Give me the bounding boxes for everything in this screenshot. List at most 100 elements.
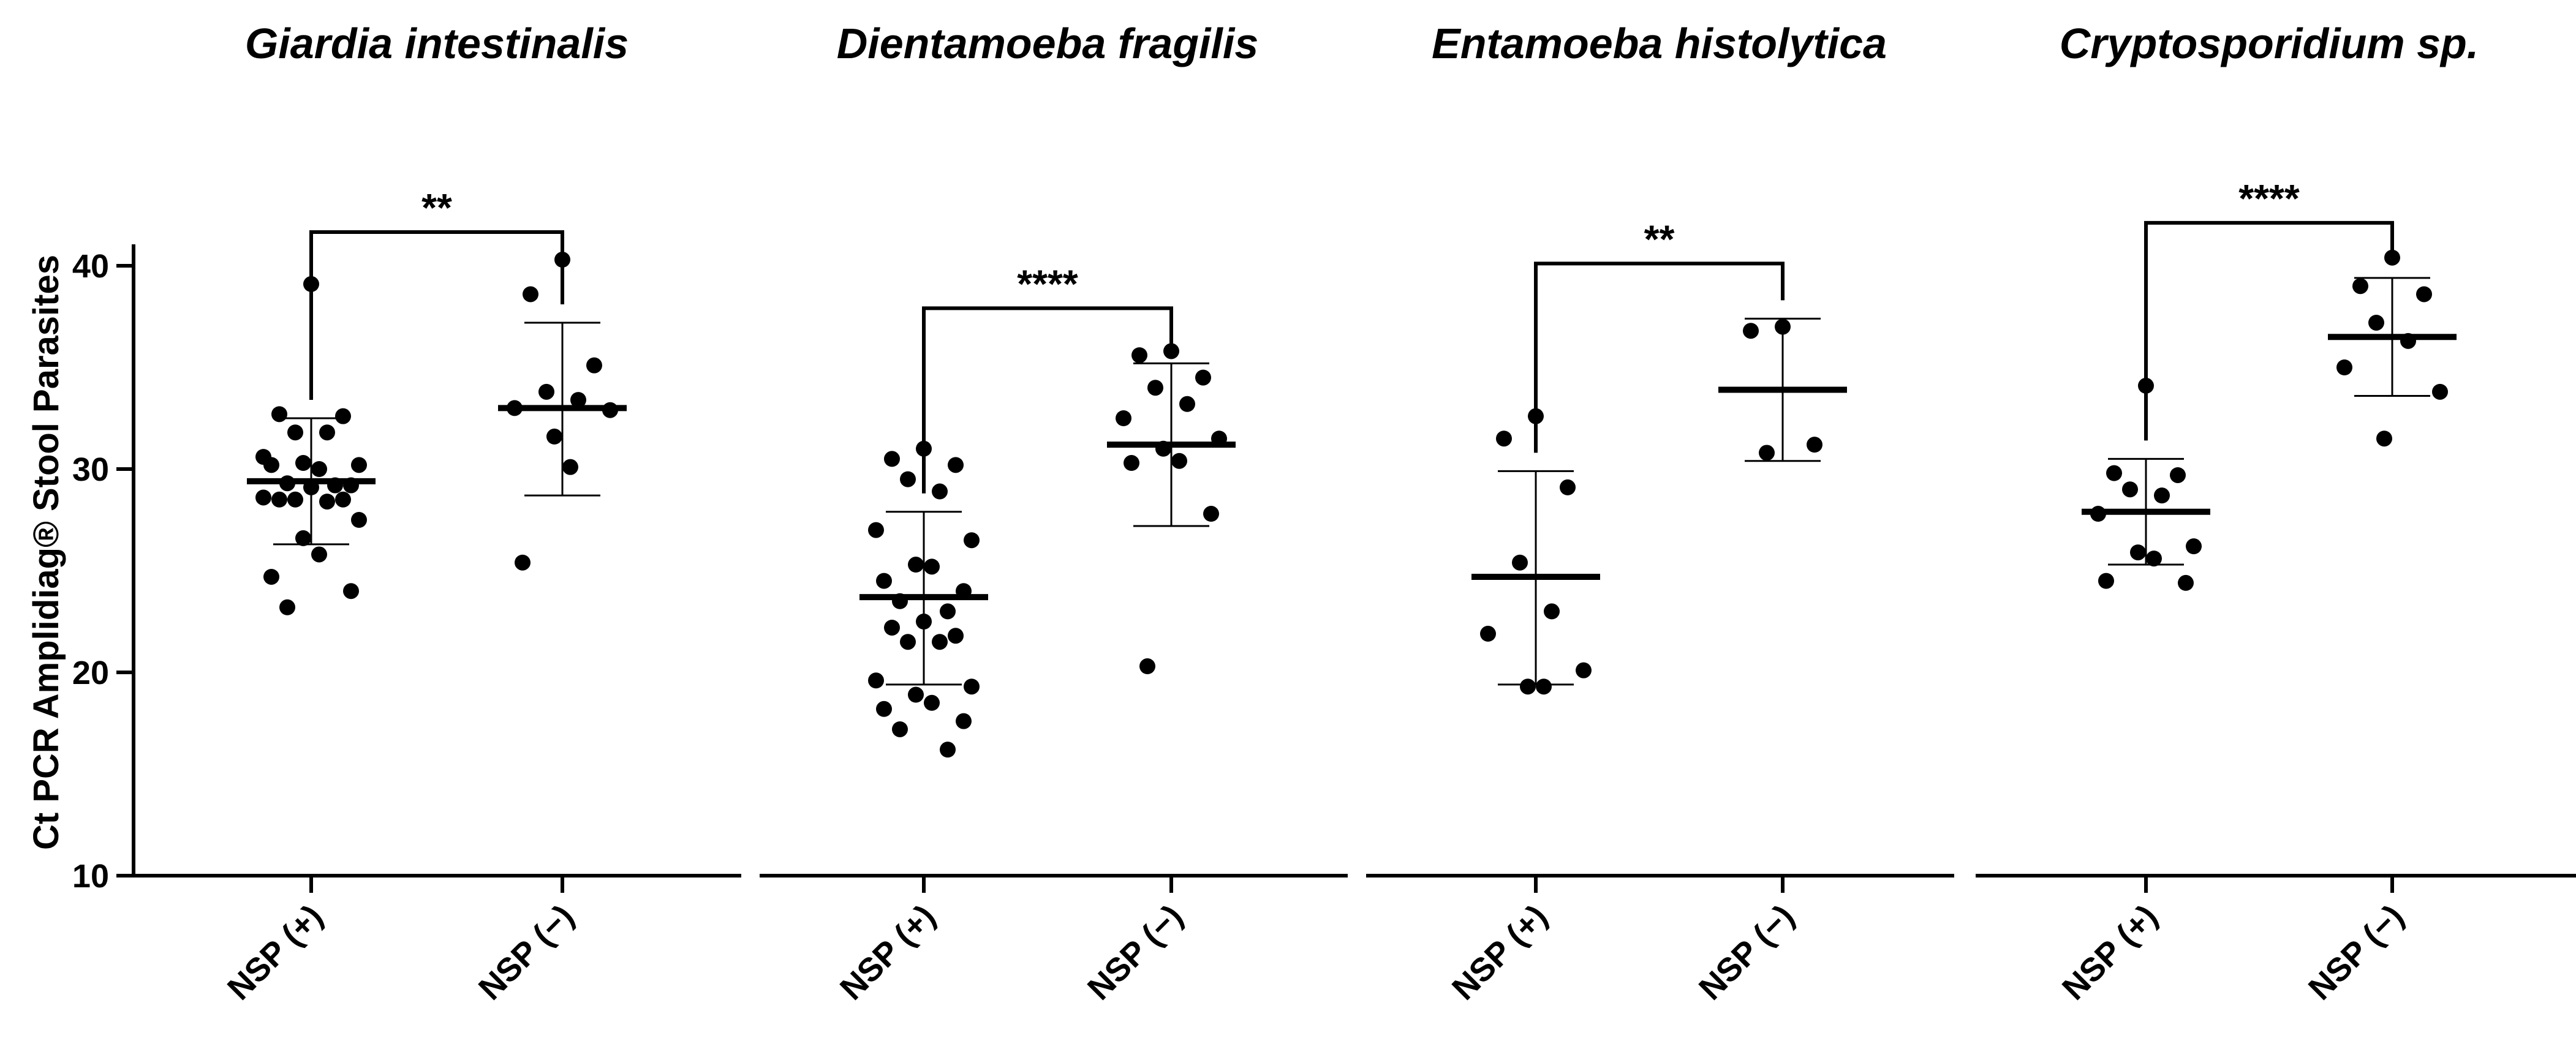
data-point [1163, 343, 1179, 359]
y-tick-label: 40 [72, 248, 109, 285]
data-point [2368, 314, 2384, 331]
data-point [892, 721, 908, 737]
data-point [940, 742, 956, 758]
data-point [2376, 430, 2392, 447]
data-point [2098, 573, 2114, 589]
data-point [1124, 455, 1139, 472]
significance-bracket [922, 306, 1173, 494]
data-point [2122, 481, 2138, 498]
data-point [570, 392, 586, 408]
data-point [319, 424, 335, 441]
data-point [351, 457, 367, 473]
x-category-label: NSP (−) [1081, 898, 1190, 1007]
data-point [1576, 662, 1592, 678]
data-point [523, 286, 538, 303]
data-point [562, 459, 578, 475]
data-point [932, 483, 948, 500]
data-point [908, 686, 924, 703]
data-point [900, 634, 916, 650]
data-point [271, 491, 287, 508]
significance-bracket [2144, 220, 2394, 441]
data-point [586, 357, 602, 374]
data-point [546, 428, 562, 445]
data-point [1171, 453, 1187, 469]
data-point [884, 451, 900, 467]
data-point [948, 628, 964, 644]
data-point [2154, 487, 2170, 504]
data-point [279, 599, 295, 615]
data-point [964, 532, 980, 549]
data-point [868, 522, 884, 538]
data-point [2416, 286, 2432, 303]
data-point [263, 457, 279, 473]
data-point [2130, 544, 2146, 561]
x-category-label: NSP (−) [472, 898, 581, 1007]
data-point [1131, 347, 1147, 364]
data-point [295, 530, 311, 546]
data-point [876, 701, 892, 717]
data-point [868, 672, 884, 689]
x-category-label: NSP (+) [1445, 898, 1555, 1007]
data-point [343, 583, 359, 599]
data-point [1743, 323, 1759, 339]
data-point [1195, 369, 1211, 386]
panel-title: Dientamoeba fragilis [837, 20, 1259, 67]
data-point [1807, 437, 1822, 453]
significance-label: **** [2238, 176, 2300, 220]
y-axis-label: Ct PCR Amplidiag® Stool Parasites [26, 255, 66, 850]
data-point [932, 634, 948, 650]
data-point [924, 694, 940, 711]
data-point [876, 573, 892, 589]
data-point [2106, 465, 2122, 481]
x-category-label: NSP (+) [2055, 898, 2165, 1007]
data-point [1179, 396, 1195, 412]
data-point [2186, 538, 2202, 555]
data-point [1512, 554, 1528, 571]
data-point [1203, 506, 1219, 522]
data-point [255, 489, 271, 506]
data-point [1544, 603, 1560, 620]
x-category-label: NSP (+) [833, 898, 943, 1007]
data-point [1560, 479, 1576, 495]
data-point [916, 614, 932, 629]
panel-title: Cryptosporidium sp. [2060, 20, 2479, 67]
data-point [1480, 625, 1496, 642]
panel-title: Giardia intestinalis [245, 20, 629, 67]
data-point [900, 471, 916, 487]
data-point [1147, 380, 1163, 396]
panel-title: Entamoeba histolytica [1432, 20, 1887, 67]
data-point [948, 457, 964, 473]
significance-label: ** [1644, 217, 1675, 261]
data-point [295, 455, 311, 472]
data-point [1496, 430, 1512, 447]
data-point [2336, 359, 2352, 375]
data-point [263, 568, 279, 585]
x-category-label: NSP (−) [1692, 898, 1802, 1007]
y-tick-label: 30 [72, 451, 109, 488]
data-point [908, 557, 924, 573]
data-point [2432, 383, 2448, 400]
data-point [1536, 678, 1552, 695]
data-point [924, 558, 940, 575]
data-point [287, 424, 303, 441]
data-point [1116, 410, 1131, 426]
data-point [311, 546, 327, 563]
data-point [287, 491, 303, 508]
significance-label: ** [421, 186, 452, 230]
data-point [538, 383, 554, 400]
data-point [884, 619, 900, 636]
data-point [311, 461, 327, 477]
significance-bracket [309, 230, 564, 400]
data-point [940, 603, 956, 620]
y-tick-label: 10 [72, 858, 109, 895]
data-point [319, 494, 335, 510]
data-point [515, 554, 531, 571]
significance-bracket [1534, 261, 1785, 453]
data-point [2170, 467, 2186, 483]
data-point [1775, 318, 1791, 335]
y-tick-label: 20 [72, 655, 109, 691]
data-point [335, 408, 351, 424]
data-point [1139, 658, 1155, 675]
data-point [335, 491, 351, 508]
